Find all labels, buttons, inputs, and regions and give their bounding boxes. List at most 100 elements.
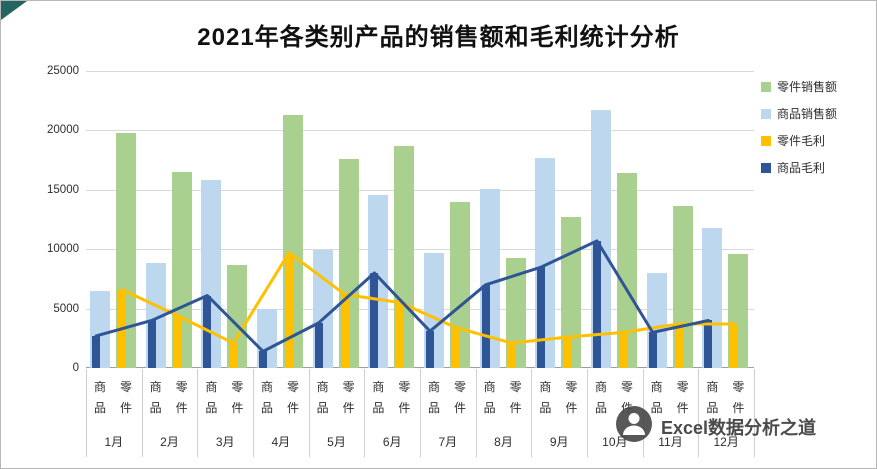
y-tick-label: 15000 bbox=[47, 183, 79, 196]
legend-label: 商品销售额 bbox=[777, 107, 838, 121]
legend-swatch-icon bbox=[761, 108, 771, 119]
x-axis-separator bbox=[253, 369, 254, 457]
gridline bbox=[86, 130, 754, 132]
bar-零件毛利-6月 bbox=[396, 302, 405, 368]
x-axis-sub-label: 零件 bbox=[565, 380, 578, 415]
legend-swatch-icon bbox=[761, 81, 771, 92]
y-tick-label: 0 bbox=[72, 362, 79, 374]
x-axis-month-label: 8月 bbox=[494, 435, 513, 449]
x-axis-month-label: 10月 bbox=[602, 435, 628, 449]
x-axis-month-label: 1月 bbox=[104, 435, 124, 449]
bar-商品毛利-9月 bbox=[537, 267, 546, 368]
bar-商品毛利-12月 bbox=[704, 320, 713, 368]
gridline bbox=[86, 249, 754, 251]
bar-商品毛利-1月 bbox=[92, 335, 100, 368]
bar-零件销售额-10月 bbox=[617, 173, 637, 368]
x-axis-separator bbox=[141, 369, 143, 457]
x-axis-month-label: 6月 bbox=[382, 435, 402, 449]
gridline bbox=[86, 71, 754, 72]
line-零件毛利 bbox=[120, 251, 736, 345]
x-axis-separator bbox=[475, 369, 477, 457]
x-axis-separator bbox=[587, 369, 588, 457]
x-axis-month-label: 11月 bbox=[658, 435, 683, 449]
x-axis-sub-label: 零件 bbox=[398, 380, 411, 415]
gridline bbox=[86, 189, 754, 191]
x-axis-sub-label: 零件 bbox=[509, 380, 522, 415]
legend-item: 零件销售额 bbox=[761, 73, 837, 100]
bar-商品毛利-4月 bbox=[259, 351, 267, 368]
x-axis-sub-label: 零件 bbox=[732, 380, 745, 415]
x-axis-month-label: 4月 bbox=[271, 435, 291, 449]
x-axis-separator bbox=[531, 369, 533, 457]
x-axis-sub-label: 商品 bbox=[650, 380, 663, 415]
x-axis-sub-label: 商品 bbox=[260, 380, 273, 415]
bar-商品毛利-6月 bbox=[370, 272, 379, 368]
legend-swatch-icon bbox=[761, 135, 771, 146]
x-axis-month-label: 7月 bbox=[438, 435, 458, 449]
x-axis-sub-label: 商品 bbox=[427, 380, 440, 415]
x-axis-sub-label: 零件 bbox=[453, 380, 466, 415]
bar-零件毛利-7月 bbox=[452, 327, 460, 368]
watermark: Excel数据分析之道 bbox=[615, 405, 816, 448]
x-axis-sub-label: 零件 bbox=[676, 380, 689, 415]
wechat-person-logo-icon bbox=[615, 405, 653, 448]
x-axis-sub-label: 零件 bbox=[342, 380, 355, 415]
legend-item: 零件毛利 bbox=[761, 127, 837, 154]
bar-零件毛利-5月 bbox=[340, 294, 349, 368]
gridline bbox=[86, 308, 754, 310]
bar-商品毛利-7月 bbox=[426, 331, 434, 368]
bar-商品毛利-10月 bbox=[593, 240, 601, 368]
x-axis-separator bbox=[308, 369, 310, 457]
x-axis-sub-label: 零件 bbox=[175, 380, 188, 415]
y-tick-label: 20000 bbox=[47, 124, 79, 137]
x-axis-separator bbox=[420, 369, 421, 457]
bar-零件毛利-11月 bbox=[674, 324, 683, 368]
y-tick-label: 5000 bbox=[53, 302, 79, 315]
watermark-text: Excel数据分析之道 bbox=[660, 417, 816, 438]
x-axis-separator bbox=[698, 369, 700, 457]
bar-商品毛利-5月 bbox=[314, 322, 323, 368]
x-axis-month-label: 12月 bbox=[713, 435, 739, 449]
x-axis-separator bbox=[86, 369, 87, 457]
x-axis-sub-label: 商品 bbox=[539, 380, 552, 415]
x-axis-sub-label: 零件 bbox=[286, 380, 299, 415]
bar-商品毛利-2月 bbox=[147, 320, 156, 368]
x-axis-sub-label: 零件 bbox=[119, 380, 132, 415]
bar-零件销售额-8月 bbox=[505, 257, 526, 368]
legend-label: 零件销售额 bbox=[777, 80, 838, 94]
x-axis-month-label: 5月 bbox=[327, 435, 346, 449]
y-tick-label: 25000 bbox=[47, 65, 79, 77]
x-axis-sub-label: 商品 bbox=[93, 380, 106, 415]
x-axis-sub-label: 商品 bbox=[594, 380, 607, 415]
y-axis: 0 5000 10000 15000 20000 25000 bbox=[19, 65, 79, 374]
legend-item: 商品销售额 bbox=[761, 100, 837, 127]
bar-零件毛利-12月 bbox=[730, 324, 739, 368]
x-axis-separator bbox=[197, 369, 199, 457]
x-axis-sub-label: 商品 bbox=[316, 380, 329, 415]
legend-label: 零件毛利 bbox=[777, 134, 826, 148]
bar-零件毛利-8月 bbox=[507, 343, 516, 368]
x-axis-month-label: 2月 bbox=[160, 435, 179, 449]
legend: 零件销售额商品销售额零件毛利商品毛利 bbox=[761, 73, 837, 181]
x-axis-sub-label: 商品 bbox=[372, 380, 385, 415]
chart-title: 2021年各类别产品的销售额和毛利统计分析 bbox=[197, 24, 680, 51]
corner-triangle-decoration bbox=[1, 1, 27, 20]
x-axis-sub-label: 商品 bbox=[706, 380, 719, 415]
x-axis-separator bbox=[754, 369, 755, 457]
plot-area bbox=[86, 71, 754, 368]
bar-零件毛利-2月 bbox=[173, 315, 182, 368]
x-axis-sub-label: 零件 bbox=[231, 380, 244, 415]
bar-商品毛利-8月 bbox=[481, 284, 490, 368]
bar-零件毛利-3月 bbox=[229, 343, 238, 368]
x-axis-sub-label: 商品 bbox=[483, 380, 496, 415]
legend-item: 商品毛利 bbox=[761, 154, 837, 181]
bar-零件毛利-10月 bbox=[619, 332, 627, 368]
x-axis-separator bbox=[364, 369, 366, 457]
bar-零件毛利-9月 bbox=[563, 337, 572, 368]
legend-label: 商品毛利 bbox=[777, 161, 826, 175]
line-商品毛利 bbox=[94, 239, 710, 353]
line-overlay bbox=[94, 239, 736, 353]
bar-零件毛利-4月 bbox=[285, 252, 293, 368]
legend-swatch-icon bbox=[761, 162, 771, 173]
